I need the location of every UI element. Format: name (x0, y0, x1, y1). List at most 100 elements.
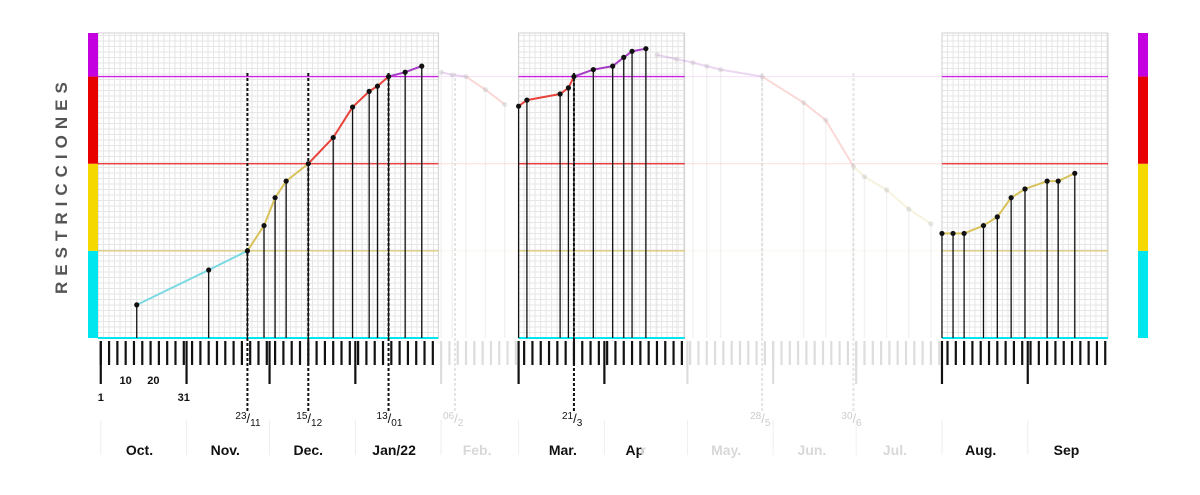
data-point (449, 72, 455, 78)
data-point (524, 97, 530, 103)
month-label: Dec. (294, 442, 324, 458)
series-line-segment (388, 71, 406, 78)
data-point (759, 73, 765, 80)
left-level-bar-yellow (88, 163, 98, 251)
series-line-segment (863, 175, 888, 191)
series-line-segment (1010, 188, 1026, 199)
data-point (621, 54, 627, 61)
month-label: r (640, 442, 646, 458)
marker-label: 15/12 (296, 411, 322, 429)
series-line-segment (885, 189, 910, 210)
data-point (502, 101, 508, 108)
series-line-segment (761, 75, 805, 104)
marker-label: 13/01 (377, 411, 403, 429)
marker-label: 06/2 (443, 411, 464, 429)
data-point (704, 63, 710, 69)
series-line-segment (1024, 180, 1048, 190)
data-point (1022, 186, 1028, 192)
series-line-segment (824, 119, 855, 167)
series-line-segment (706, 65, 721, 71)
data-point (654, 52, 660, 58)
data-point (980, 222, 987, 229)
month-label: Jun. (798, 442, 827, 458)
data-point (1055, 178, 1061, 184)
data-point (366, 88, 372, 94)
month-label: Aug. (965, 442, 996, 458)
series-line-segment (593, 65, 613, 71)
data-point (283, 178, 289, 184)
series-line-segment (996, 197, 1012, 218)
data-point (571, 73, 577, 80)
data-point (961, 230, 967, 237)
month-label: May. (711, 442, 741, 458)
data-point (134, 302, 140, 308)
series-line-segment (263, 197, 277, 226)
series-line-segment (573, 68, 594, 78)
data-point (994, 214, 1000, 220)
series-line-segment (208, 249, 248, 271)
series-d (654, 52, 934, 338)
month-label: Ap (625, 442, 644, 458)
data-point (1044, 178, 1050, 184)
left-level-bar-cyan (88, 250, 98, 338)
day-ticks: 1 10 20 31 (98, 341, 1107, 455)
series-line-segment (676, 58, 694, 64)
series-line-segment (351, 90, 370, 108)
month-label: Jul. (883, 442, 907, 458)
grid-panel (518, 32, 686, 339)
data-point (823, 117, 829, 123)
data-point (673, 56, 679, 62)
left-level-bar-purple (88, 33, 98, 77)
data-point (690, 60, 696, 66)
data-point (482, 87, 488, 93)
month-label: Oct. (126, 442, 153, 458)
data-point (438, 69, 444, 75)
series-line-segment (440, 71, 453, 76)
data-point (516, 103, 522, 109)
day-label: 1 (98, 392, 104, 404)
series-line-segment (285, 162, 309, 182)
right-level-bar-cyan (1138, 250, 1148, 338)
data-point (950, 230, 956, 237)
data-point (861, 174, 868, 180)
series-line-segment (136, 269, 210, 306)
day-label: 31 (178, 392, 190, 404)
series-line-segment (332, 106, 354, 139)
series-b (438, 69, 508, 338)
series-line-segment (963, 224, 984, 235)
data-point (928, 221, 934, 227)
marker-label: 28/5 (750, 411, 771, 429)
month-label: Sep (1054, 442, 1080, 458)
series-line-segment (692, 61, 708, 68)
data-point (1008, 195, 1014, 201)
month-label: Mar. (549, 442, 577, 458)
data-point (939, 230, 945, 237)
data-point (463, 73, 469, 80)
data-point (349, 104, 356, 110)
data-point (643, 46, 649, 52)
data-point (261, 222, 267, 229)
series-line-segment (404, 65, 423, 74)
data-point (590, 67, 596, 73)
data-point (1072, 170, 1078, 176)
data-point (330, 134, 336, 141)
series-line-segment (246, 225, 265, 252)
right-level-bar-yellow (1138, 163, 1148, 251)
series-line-segment (656, 53, 677, 61)
series-line-segment (802, 101, 827, 121)
data-point (385, 73, 392, 80)
marker-label: 23/11 (235, 411, 261, 429)
data-point (884, 187, 890, 193)
series-line-segment (908, 208, 932, 225)
data-point (419, 63, 425, 69)
series-line-segment (720, 68, 763, 78)
series-line-segment (982, 216, 998, 227)
data-point (718, 67, 724, 73)
series-e (939, 170, 1078, 338)
month-label: Jan/22 (372, 442, 416, 458)
data-point (850, 163, 857, 169)
series-line-segment (484, 88, 506, 106)
data-point (906, 206, 912, 212)
